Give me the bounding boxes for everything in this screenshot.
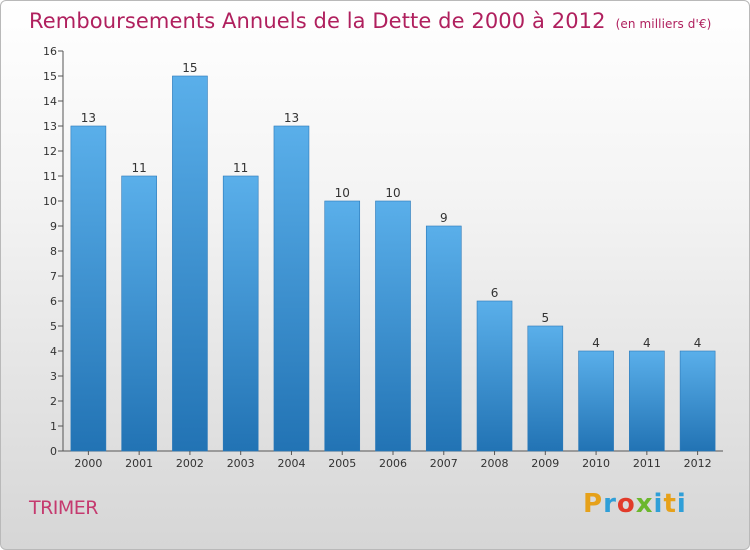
title-text: Remboursements Annuels de la Dette de 20… — [29, 9, 606, 33]
data-label: 5 — [541, 311, 549, 325]
x-tick-label: 2010 — [582, 457, 610, 470]
y-tick-label: 15 — [43, 70, 57, 83]
y-tick-label: 9 — [50, 220, 57, 233]
x-tick-label: 2012 — [684, 457, 712, 470]
data-label: 6 — [491, 286, 499, 300]
y-tick-label: 6 — [50, 295, 57, 308]
data-label: 4 — [592, 336, 600, 350]
bar-2011 — [629, 350, 665, 452]
bar-2003 — [222, 175, 259, 452]
x-tick-label: 2001 — [125, 457, 153, 470]
y-tick-label: 0 — [50, 445, 57, 458]
data-label: 9 — [440, 211, 448, 225]
proxiti-logo: Proxiti — [583, 489, 687, 519]
y-tick-label: 14 — [43, 95, 57, 108]
bar-2009 — [527, 325, 564, 452]
y-tick-label: 12 — [43, 145, 57, 158]
logo-letter: x — [635, 489, 654, 519]
data-label: 10 — [385, 186, 400, 200]
bar-2001 — [121, 175, 157, 452]
data-label: 13 — [284, 111, 299, 125]
logo-letter: t — [663, 489, 677, 519]
x-tick-label: 2003 — [227, 457, 255, 470]
data-label: 4 — [643, 336, 651, 350]
data-label: 11 — [132, 161, 147, 175]
x-tick-label: 2008 — [481, 457, 509, 470]
x-tick-label: 2000 — [74, 457, 102, 470]
x-tick-label: 2005 — [328, 457, 356, 470]
x-tick-label: 2002 — [176, 457, 204, 470]
data-label: 15 — [182, 61, 197, 75]
bar-2012 — [679, 350, 716, 452]
commune-name: TRIMER — [29, 497, 99, 519]
y-tick-label: 16 — [43, 45, 57, 58]
logo-letter: i — [653, 489, 664, 519]
bar-2002 — [172, 75, 208, 452]
y-tick-label: 7 — [50, 270, 57, 283]
logo-letter: i — [676, 489, 687, 519]
x-tick-label: 2007 — [430, 457, 458, 470]
data-label: 10 — [335, 186, 350, 200]
logo-letter: o — [616, 489, 636, 519]
bar-2008 — [476, 300, 513, 452]
x-tick-label: 2009 — [531, 457, 559, 470]
y-tick-label: 10 — [43, 195, 57, 208]
chart-title: Remboursements Annuels de la Dette de 20… — [29, 9, 711, 33]
bar-2007 — [425, 225, 462, 452]
logo-letter: P — [583, 489, 604, 519]
y-tick-label: 11 — [43, 170, 57, 183]
bar-2006 — [375, 200, 411, 452]
y-tick-label: 13 — [43, 120, 57, 133]
y-tick-label: 8 — [50, 245, 57, 258]
bar-2000 — [70, 125, 107, 452]
title-unit: (en milliers d'€) — [615, 17, 712, 31]
x-tick-label: 2006 — [379, 457, 407, 470]
bar-2004 — [273, 125, 310, 452]
y-tick-label: 2 — [50, 395, 57, 408]
y-tick-label: 5 — [50, 320, 57, 333]
plot-area: 0123456789101112131415161320001120011520… — [43, 45, 723, 470]
data-label: 13 — [81, 111, 96, 125]
bar-2005 — [324, 200, 361, 452]
y-tick-label: 4 — [50, 345, 57, 358]
x-tick-label: 2004 — [277, 457, 305, 470]
data-label: 11 — [233, 161, 248, 175]
y-tick-label: 3 — [50, 370, 57, 383]
y-tick-label: 1 — [50, 420, 57, 433]
logo-letter: r — [603, 489, 617, 519]
x-tick-label: 2011 — [633, 457, 661, 470]
data-label: 4 — [694, 336, 702, 350]
bar-2010 — [578, 350, 614, 452]
